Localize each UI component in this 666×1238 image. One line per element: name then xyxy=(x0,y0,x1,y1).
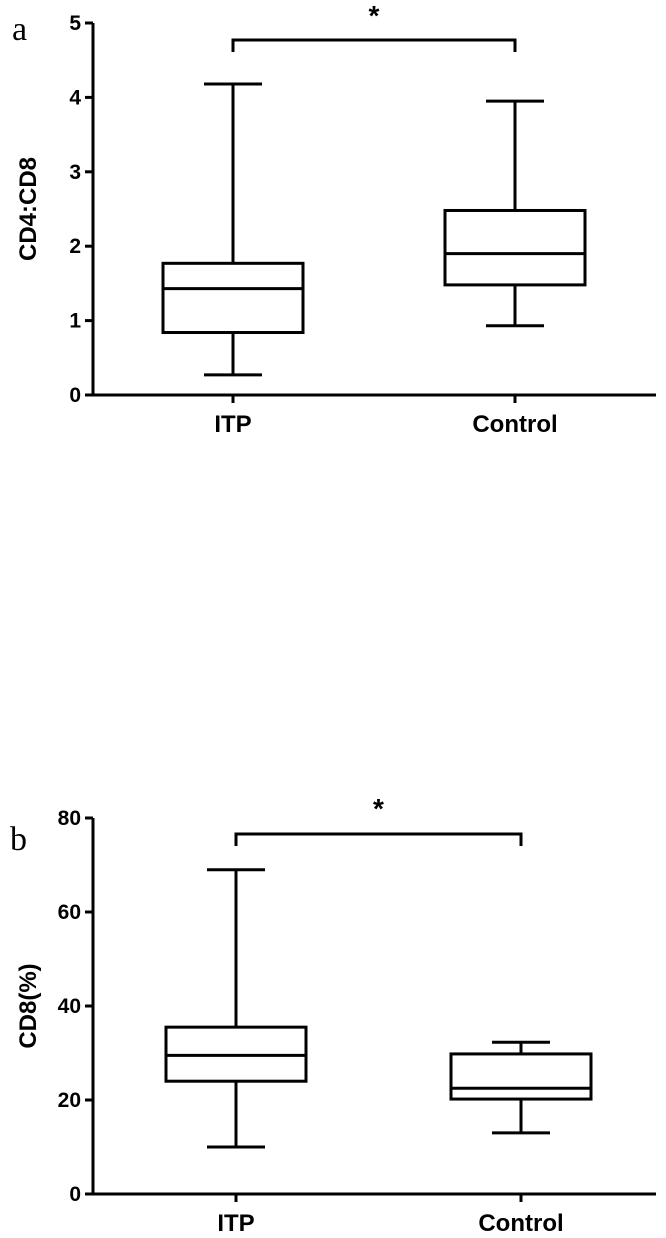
box-itp xyxy=(164,868,308,1149)
box-control xyxy=(449,1040,593,1135)
x-tick-label: Control xyxy=(478,1210,563,1237)
y-tick-label: 20 xyxy=(58,1089,81,1112)
panel-letter: a xyxy=(12,11,27,48)
x-tick-label: Control xyxy=(472,411,557,438)
significance-star: * xyxy=(373,793,384,824)
x-tick-label: ITP xyxy=(217,1210,254,1237)
y-tick-label: 4 xyxy=(69,86,81,109)
iqr-box xyxy=(161,261,305,335)
x-tick-label: ITP xyxy=(214,411,251,438)
iqr-box xyxy=(443,208,587,287)
significance-bracket xyxy=(231,38,517,52)
y-axis-title: CD8(%) xyxy=(15,963,42,1048)
y-tick-label: 0 xyxy=(69,1183,81,1206)
iqr-box xyxy=(449,1052,593,1101)
y-axis-title: CD4:CD8 xyxy=(15,157,42,261)
y-tick-label: 80 xyxy=(58,807,81,830)
panel-a: a CD4:CD8 0 1 2 3 4 5 ITP Control * xyxy=(12,0,656,438)
y-tick-label: 2 xyxy=(69,235,81,258)
y-tick-label: 0 xyxy=(69,384,81,407)
significance-bracket xyxy=(234,832,523,846)
y-tick-label: 40 xyxy=(58,995,81,1018)
panel-letter: b xyxy=(10,821,27,858)
box-itp xyxy=(161,82,305,377)
box-control xyxy=(443,99,587,328)
y-tick-label: 1 xyxy=(69,310,81,333)
y-tick-label: 3 xyxy=(69,161,81,184)
significance-star: * xyxy=(369,0,380,31)
y-tick-label: 5 xyxy=(69,12,81,35)
y-tick-label: 60 xyxy=(58,901,81,924)
panel-b: b CD8(%) 0 20 40 60 80 ITP Control * xyxy=(10,793,656,1237)
